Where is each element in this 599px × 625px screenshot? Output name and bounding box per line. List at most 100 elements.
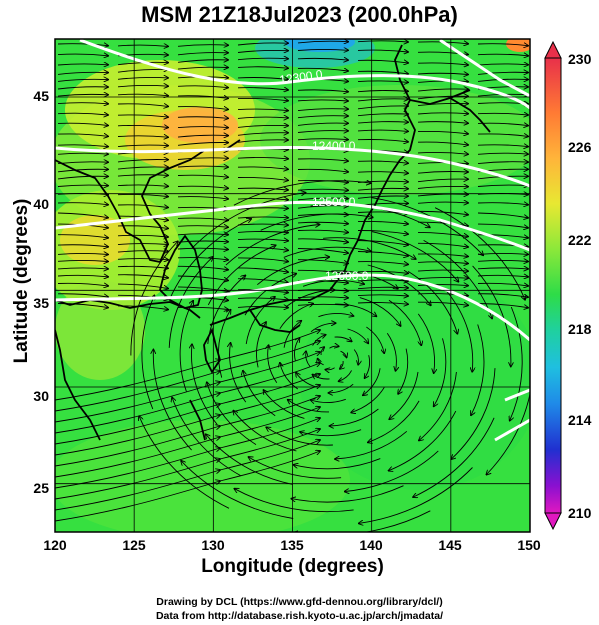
streamline <box>177 135 228 137</box>
x-tick: 140 <box>359 537 383 553</box>
streamline <box>177 166 228 167</box>
streamline <box>335 303 376 316</box>
streamline <box>477 72 528 74</box>
streamline <box>57 145 108 147</box>
streamline <box>237 77 288 79</box>
streamline <box>477 79 528 81</box>
streamline <box>219 352 320 383</box>
streamline <box>57 268 108 269</box>
streamline <box>347 328 369 343</box>
streamline <box>177 86 228 88</box>
streamline <box>219 396 320 427</box>
streamline <box>297 41 348 43</box>
x-tick: 150 <box>517 537 541 553</box>
streamline <box>417 194 468 196</box>
streamline <box>181 461 294 519</box>
streamline <box>57 275 108 276</box>
streamline <box>417 131 468 133</box>
streamline <box>57 44 108 46</box>
streamline <box>357 303 408 305</box>
streamline <box>357 271 408 273</box>
streamline <box>417 179 468 183</box>
y-tick: 30 <box>33 388 49 404</box>
streamline <box>297 131 348 133</box>
plot-frame <box>54 38 531 533</box>
streamline <box>57 212 108 218</box>
streamline <box>417 89 468 91</box>
streamline <box>237 133 288 136</box>
colorbar-tick: 214 <box>568 412 592 428</box>
streamline <box>219 407 320 438</box>
streamline <box>177 45 228 47</box>
streamline <box>57 234 108 238</box>
streamline <box>477 268 528 269</box>
streamline <box>297 269 348 273</box>
streamline <box>57 169 108 173</box>
streamline <box>329 346 339 348</box>
y-axis-label: Latitude (degrees) <box>11 198 32 364</box>
y-tick: 45 <box>33 88 49 104</box>
streamline <box>297 222 348 223</box>
streamline <box>117 167 168 169</box>
streamline <box>417 152 468 154</box>
y-tick: 25 <box>33 480 49 496</box>
streamline <box>117 159 168 161</box>
streamline <box>177 286 228 292</box>
streamline <box>357 99 408 101</box>
streamline <box>434 207 525 300</box>
streamline <box>237 208 288 209</box>
streamline <box>417 96 468 100</box>
streamline <box>363 368 381 395</box>
contour-label-12400: 12400.0 <box>312 139 356 153</box>
streamline <box>57 293 108 297</box>
streamline <box>177 96 228 99</box>
streamline <box>117 266 168 268</box>
streamline <box>57 153 108 154</box>
streamline <box>177 186 228 188</box>
colorbar-tick: 222 <box>568 232 592 248</box>
streamline <box>477 145 528 147</box>
streamline <box>177 241 228 242</box>
streamline <box>219 429 320 460</box>
streamline <box>329 383 354 393</box>
streamline <box>237 98 288 100</box>
colorbar: 230 226 222 218 214 210 <box>544 40 592 531</box>
streamline <box>477 185 528 186</box>
streamline <box>486 391 530 475</box>
streamline <box>417 242 468 247</box>
streamline <box>297 100 348 101</box>
streamline <box>55 459 220 500</box>
streamline <box>297 189 348 190</box>
streamline <box>477 260 528 261</box>
streamline <box>472 265 511 367</box>
streamline <box>177 158 228 160</box>
streamline <box>310 323 336 333</box>
streamline <box>237 239 288 241</box>
streamline <box>57 103 108 104</box>
credit-data: Data from http://database.rish.kyoto-u.a… <box>155 610 444 622</box>
streamline <box>335 430 408 459</box>
contour-label-12600: 12600.0 <box>325 269 369 283</box>
streamline <box>417 142 468 145</box>
streamline <box>279 304 313 329</box>
streamline <box>417 73 468 74</box>
colorbar-tick: 218 <box>568 321 592 337</box>
streamline <box>117 94 168 96</box>
streamline <box>297 304 348 305</box>
streamline <box>345 450 439 492</box>
streamline <box>351 387 385 412</box>
streamline <box>417 113 468 114</box>
colorbar-scale <box>544 57 562 514</box>
streamline <box>339 370 353 381</box>
streamline <box>237 125 288 127</box>
streamline <box>417 186 468 188</box>
streamline <box>417 231 468 236</box>
x-tick: 125 <box>122 537 146 553</box>
streamline <box>55 437 220 478</box>
streamline <box>417 294 468 296</box>
streamline <box>237 58 288 60</box>
streamline <box>117 205 168 208</box>
streamline <box>368 400 420 443</box>
streamline <box>297 90 348 92</box>
streamline <box>117 283 168 288</box>
